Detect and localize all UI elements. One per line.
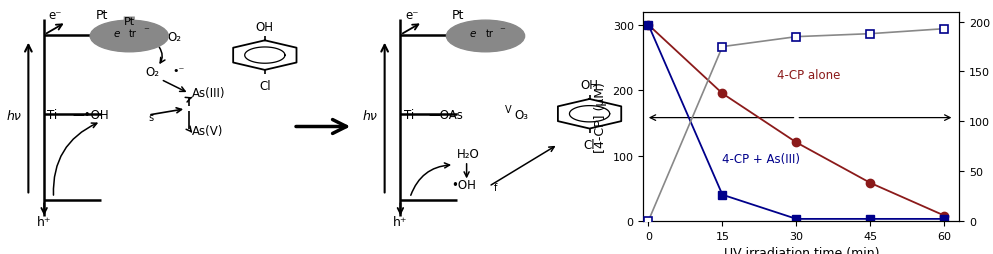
- Text: Cl: Cl: [584, 138, 596, 151]
- Text: e⁻: e⁻: [49, 9, 63, 22]
- Text: Pt: Pt: [452, 9, 465, 22]
- Text: —•OH: —•OH: [72, 108, 109, 121]
- Text: Ti: Ti: [48, 108, 58, 121]
- Text: —OAs: —OAs: [429, 108, 464, 121]
- Text: OH: OH: [581, 79, 599, 92]
- X-axis label: UV irradiation time (min): UV irradiation time (min): [724, 246, 879, 254]
- Text: H₂O: H₂O: [457, 148, 480, 161]
- Text: OH: OH: [256, 21, 274, 34]
- Text: e⁻: e⁻: [405, 9, 418, 22]
- Text: hν: hν: [6, 109, 21, 122]
- Text: Cl: Cl: [259, 80, 271, 93]
- Text: h⁺: h⁺: [37, 215, 52, 228]
- Text: Pt: Pt: [96, 9, 108, 22]
- Y-axis label: [4-CP] (μM): [4-CP] (μM): [594, 82, 607, 152]
- Circle shape: [90, 21, 169, 53]
- Text: tr: tr: [486, 29, 494, 39]
- Text: 4-CP + As(III): 4-CP + As(III): [723, 152, 800, 165]
- Text: •⁻: •⁻: [173, 66, 185, 76]
- Text: ⁻: ⁻: [143, 26, 149, 36]
- Text: s: s: [148, 113, 153, 123]
- Text: Pt: Pt: [124, 18, 135, 27]
- Text: As(III): As(III): [193, 87, 225, 100]
- Text: e: e: [470, 29, 476, 39]
- Text: h⁺: h⁺: [393, 215, 408, 228]
- Text: e: e: [113, 29, 120, 39]
- Text: V: V: [504, 104, 511, 114]
- Text: Ti: Ti: [403, 108, 414, 121]
- Text: ⁻: ⁻: [499, 26, 505, 36]
- Text: •OH: •OH: [451, 178, 476, 191]
- Text: O₃: O₃: [514, 108, 528, 121]
- Text: tr: tr: [129, 29, 137, 39]
- Circle shape: [447, 21, 524, 53]
- Text: hν: hν: [362, 109, 377, 122]
- Text: O₂: O₂: [167, 31, 181, 44]
- Text: As(V): As(V): [193, 125, 223, 138]
- Text: 4-CP alone: 4-CP alone: [777, 69, 840, 82]
- Text: O₂: O₂: [145, 66, 159, 79]
- Text: f: f: [494, 183, 497, 193]
